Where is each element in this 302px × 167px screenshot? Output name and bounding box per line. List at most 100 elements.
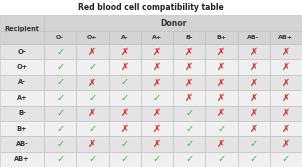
Bar bbox=[237, 75, 270, 90]
Bar bbox=[173, 44, 205, 59]
Text: ✗: ✗ bbox=[185, 62, 193, 72]
Text: ✓: ✓ bbox=[185, 154, 193, 164]
Bar bbox=[205, 44, 237, 59]
Text: ✗: ✗ bbox=[153, 77, 161, 88]
Text: ✗: ✗ bbox=[282, 108, 290, 118]
Text: B-: B- bbox=[18, 110, 26, 116]
Text: ✗: ✗ bbox=[282, 139, 290, 149]
Bar bbox=[76, 59, 108, 75]
Text: ✗: ✗ bbox=[217, 62, 225, 72]
Text: ✓: ✓ bbox=[249, 154, 258, 164]
Text: ✗: ✗ bbox=[120, 124, 129, 134]
Text: ✗: ✗ bbox=[153, 62, 161, 72]
Text: AB+: AB+ bbox=[14, 156, 30, 162]
Text: ✓: ✓ bbox=[120, 154, 129, 164]
Bar bbox=[44, 152, 76, 167]
Bar bbox=[0, 59, 44, 75]
Bar bbox=[44, 121, 76, 136]
Bar bbox=[108, 31, 141, 44]
Bar bbox=[108, 90, 141, 106]
Text: B+: B+ bbox=[17, 126, 27, 132]
Text: ✓: ✓ bbox=[120, 77, 129, 88]
Bar bbox=[141, 90, 173, 106]
Text: ✓: ✓ bbox=[56, 139, 64, 149]
Bar bbox=[108, 44, 141, 59]
Text: ✗: ✗ bbox=[249, 93, 258, 103]
Bar bbox=[76, 31, 108, 44]
Bar bbox=[205, 136, 237, 152]
Bar bbox=[173, 136, 205, 152]
Text: ✓: ✓ bbox=[217, 154, 225, 164]
Text: Donor: Donor bbox=[160, 19, 186, 28]
Bar bbox=[237, 90, 270, 106]
Text: ✗: ✗ bbox=[153, 139, 161, 149]
Text: ✓: ✓ bbox=[153, 154, 161, 164]
Text: O-: O- bbox=[18, 49, 26, 55]
Bar bbox=[270, 152, 302, 167]
Bar bbox=[141, 75, 173, 90]
Text: ✗: ✗ bbox=[185, 93, 193, 103]
Text: ✓: ✓ bbox=[88, 62, 96, 72]
Bar bbox=[237, 121, 270, 136]
Text: ✗: ✗ bbox=[282, 62, 290, 72]
Bar bbox=[173, 75, 205, 90]
Bar bbox=[0, 136, 44, 152]
Text: ✗: ✗ bbox=[217, 108, 225, 118]
Bar bbox=[270, 44, 302, 59]
Text: ✗: ✗ bbox=[217, 139, 225, 149]
Text: Red blood cell compatibility table: Red blood cell compatibility table bbox=[78, 3, 224, 12]
Bar bbox=[44, 106, 76, 121]
Text: AB-: AB- bbox=[16, 141, 28, 147]
Text: AB-: AB- bbox=[247, 35, 260, 40]
Bar bbox=[205, 121, 237, 136]
Bar bbox=[0, 152, 44, 167]
Text: ✓: ✓ bbox=[185, 124, 193, 134]
Text: ✓: ✓ bbox=[120, 93, 129, 103]
Text: ✗: ✗ bbox=[120, 47, 129, 57]
Text: ✗: ✗ bbox=[282, 93, 290, 103]
Bar bbox=[76, 44, 108, 59]
Bar bbox=[44, 136, 76, 152]
Bar bbox=[237, 106, 270, 121]
Bar bbox=[0, 121, 44, 136]
Bar bbox=[205, 90, 237, 106]
Text: B+: B+ bbox=[216, 35, 226, 40]
Bar bbox=[108, 136, 141, 152]
Bar bbox=[270, 136, 302, 152]
Text: ✓: ✓ bbox=[56, 108, 64, 118]
Text: O+: O+ bbox=[87, 35, 98, 40]
Bar bbox=[76, 152, 108, 167]
Text: ✗: ✗ bbox=[153, 124, 161, 134]
Bar bbox=[141, 121, 173, 136]
Bar bbox=[44, 31, 76, 44]
Text: ✗: ✗ bbox=[185, 77, 193, 88]
Text: O+: O+ bbox=[16, 64, 27, 70]
Bar bbox=[0, 75, 44, 90]
Text: ✗: ✗ bbox=[249, 108, 258, 118]
Text: ✓: ✓ bbox=[56, 47, 64, 57]
Text: ✓: ✓ bbox=[185, 139, 193, 149]
Bar bbox=[108, 106, 141, 121]
Bar bbox=[237, 31, 270, 44]
Bar bbox=[270, 121, 302, 136]
Bar bbox=[173, 31, 205, 44]
Bar bbox=[108, 59, 141, 75]
Text: ✓: ✓ bbox=[88, 93, 96, 103]
Bar bbox=[141, 106, 173, 121]
Text: ✓: ✓ bbox=[185, 108, 193, 118]
Bar bbox=[44, 44, 76, 59]
Text: ✓: ✓ bbox=[56, 93, 64, 103]
Text: ✗: ✗ bbox=[88, 47, 96, 57]
Bar bbox=[141, 44, 173, 59]
Bar bbox=[205, 106, 237, 121]
Text: O-: O- bbox=[56, 35, 64, 40]
Text: ✗: ✗ bbox=[217, 47, 225, 57]
Text: ✗: ✗ bbox=[217, 77, 225, 88]
Text: ✗: ✗ bbox=[249, 62, 258, 72]
Bar bbox=[141, 152, 173, 167]
Bar bbox=[108, 75, 141, 90]
Text: ✓: ✓ bbox=[88, 124, 96, 134]
Bar bbox=[205, 152, 237, 167]
Bar bbox=[173, 106, 205, 121]
Bar bbox=[237, 44, 270, 59]
